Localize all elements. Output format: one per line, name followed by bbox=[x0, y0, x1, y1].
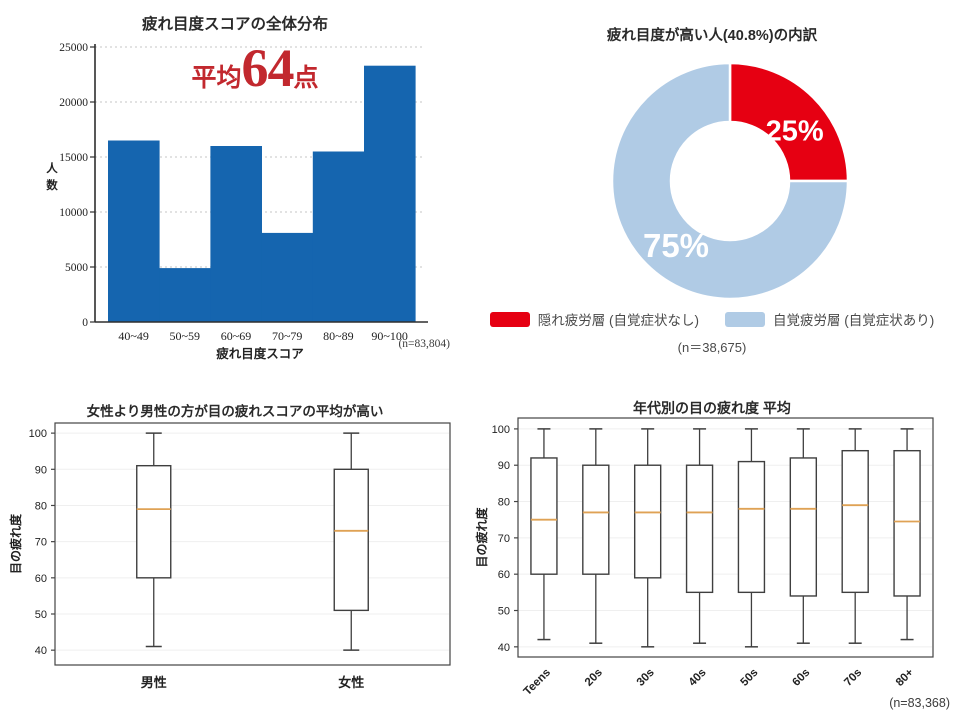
age-boxplot-chart: 40 50 60 70 80 90 100 Teens 20s 30s 40s 50s 60s 70s 80… bbox=[474, 417, 934, 698]
y-axis-label: 目の疲れ度 bbox=[8, 513, 23, 574]
x-tick-label: 40~49 bbox=[118, 329, 149, 343]
x-tick-label: 男性 bbox=[141, 675, 167, 690]
y-axis-label: 人 bbox=[46, 161, 58, 175]
box-20s bbox=[582, 464, 610, 575]
y-tick-label: 70 bbox=[498, 533, 510, 545]
x-tick-label: 70~79 bbox=[272, 329, 303, 343]
y-tick-label: 80 bbox=[498, 497, 510, 509]
gender-boxplot-title: 女性より男性の方が目の疲れスコアの平均が高い bbox=[86, 404, 384, 419]
donut-legend: 隠れ疲労層 (自覚症状なし) 自覚疲労層 (自覚症状あり) bbox=[470, 309, 954, 329]
y-tick-label: 40 bbox=[498, 642, 510, 654]
annotation-prefix: 平均 bbox=[191, 64, 242, 92]
age-boxplot-sample-note: (n=83,368) bbox=[889, 696, 950, 710]
gender-boxplot-panel: 女性より男性の方が目の疲れスコアの平均が高い 40 50 60 70 80 90 100 男性… bbox=[0, 380, 470, 720]
legend-label: 自覚疲労層 (自覚症状あり) bbox=[773, 313, 935, 328]
legend-label: 隠れ疲労層 (自覚症状なし) bbox=[537, 313, 699, 328]
x-tick-label: 30s bbox=[635, 667, 657, 689]
y-tick-label: 0 bbox=[82, 317, 88, 329]
histogram-title: 疲れ目度スコアの全体分布 bbox=[141, 16, 328, 33]
x-tick-label: 40s bbox=[687, 667, 709, 689]
plot-border bbox=[54, 422, 451, 666]
y-tick-label: 50 bbox=[35, 609, 47, 621]
y-tick-label: 100 bbox=[492, 424, 510, 436]
x-tick-label: 90~100 bbox=[371, 329, 408, 343]
donut-panel: 疲れ目度が高い人(40.8%)の内訳 25% 75% 隠れ疲労層 (自覚症状なし)… bbox=[470, 0, 954, 372]
x-tick-label: 60~69 bbox=[221, 329, 252, 343]
donut-title: 疲れ目度が高い人(40.8%)の内訳 bbox=[606, 28, 818, 44]
annotation-suffix: 点 bbox=[293, 64, 319, 92]
bar-60~69 bbox=[210, 146, 262, 322]
box-60s bbox=[789, 457, 818, 597]
y-tick-label: 60 bbox=[35, 573, 47, 585]
y-tick-label: 5000 bbox=[65, 262, 88, 274]
y-tick-label: 10000 bbox=[59, 207, 88, 219]
donut-slice bbox=[728, 61, 850, 183]
box-Teens bbox=[530, 457, 558, 575]
x-tick-label: 70s bbox=[842, 667, 864, 689]
legend-item: 隠れ疲労層 (自覚症状なし) bbox=[489, 309, 699, 329]
y-tick-label: 80 bbox=[35, 500, 47, 512]
y-axis-label: 数 bbox=[46, 178, 58, 192]
bar-70~79 bbox=[261, 232, 314, 322]
box-30s bbox=[633, 464, 662, 579]
annotation-value: 64 bbox=[241, 38, 295, 98]
box-男性 bbox=[136, 464, 172, 579]
legend-swatch bbox=[725, 311, 765, 327]
x-tick-label: 80~89 bbox=[323, 329, 354, 343]
x-tick-label: 80+ bbox=[894, 666, 916, 688]
gender-boxplot-chart: 40 50 60 70 80 90 100 男性 女性 目の疲れ度 bbox=[8, 422, 451, 690]
histogram-panel: 疲れ目度スコアの全体分布 0 5000 10000 15000 20000 25000 40… bbox=[0, 0, 470, 372]
y-tick-label: 70 bbox=[35, 537, 47, 549]
x-tick-label: 50s bbox=[739, 667, 761, 689]
y-tick-label: 90 bbox=[35, 464, 47, 476]
histogram-sample-note: (n=83,804) bbox=[398, 338, 450, 350]
legend-item: 自覚疲労層 (自覚症状あり) bbox=[725, 309, 934, 329]
legend-swatch bbox=[489, 311, 530, 327]
x-tick-label: 50~59 bbox=[170, 329, 201, 343]
x-tick-label: 20s bbox=[583, 667, 605, 689]
box-40s bbox=[685, 464, 714, 594]
donut-chart: 25% 75% bbox=[610, 61, 850, 301]
bar-50~59 bbox=[159, 268, 211, 322]
x-tick-label: Teens bbox=[522, 667, 553, 698]
slice-percent-label: 25% bbox=[766, 116, 824, 148]
y-axis-label: 目の疲れ度 bbox=[474, 507, 489, 568]
box-女性 bbox=[333, 468, 369, 612]
y-tick-label: 100 bbox=[29, 428, 47, 440]
age-boxplot-title: 年代別の目の疲れ度 平均 bbox=[633, 400, 791, 416]
box-50s bbox=[737, 460, 766, 594]
y-tick-label: 25000 bbox=[59, 42, 88, 54]
y-tick-label: 20000 bbox=[59, 97, 88, 109]
bar-40~49 bbox=[108, 140, 160, 322]
bar-80~89 bbox=[312, 151, 365, 322]
y-tick-label: 90 bbox=[498, 460, 510, 472]
y-tick-label: 40 bbox=[35, 645, 47, 657]
box-70s bbox=[841, 449, 869, 594]
age-boxplot-panel: 年代別の目の疲れ度 平均 40 50 60 70 80 90 100 Teens 20s 30s 4… bbox=[470, 380, 954, 720]
x-tick-label: 女性 bbox=[338, 675, 364, 690]
histogram-chart: 0 5000 10000 15000 20000 25000 40~49 50~59 60~69… bbox=[46, 42, 428, 361]
y-tick-label: 15000 bbox=[59, 152, 88, 164]
average-score-annotation: 平均 64 点 bbox=[150, 38, 360, 98]
bar-90~100 bbox=[364, 65, 416, 322]
y-tick-label: 50 bbox=[498, 606, 510, 618]
x-tick-label: 60s bbox=[790, 667, 812, 689]
slice-percent-label: 75% bbox=[643, 227, 709, 264]
box-80+ bbox=[893, 449, 921, 597]
donut-slice bbox=[610, 61, 850, 301]
y-tick-label: 60 bbox=[498, 569, 510, 581]
donut-sample-note: (n＝38,675) bbox=[677, 340, 747, 355]
x-axis-label: 疲れ目度スコア bbox=[216, 346, 304, 361]
